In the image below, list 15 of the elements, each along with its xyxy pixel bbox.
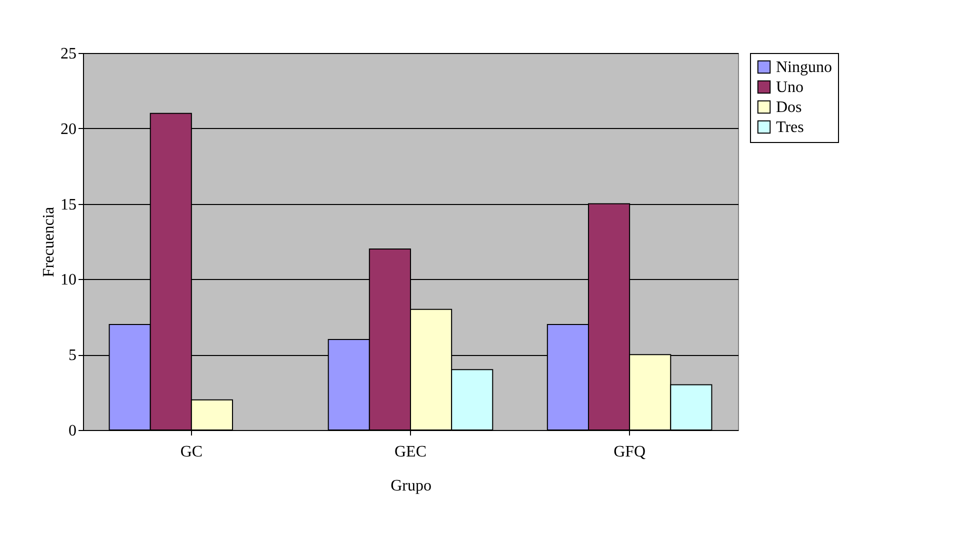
y-tick-label: 20	[60, 120, 76, 138]
legend-label: Dos	[776, 99, 802, 116]
legend-label: Uno	[776, 79, 804, 96]
legend-label: Tres	[776, 119, 804, 136]
y-axis-title: Frecuencia	[40, 206, 58, 278]
x-tick-label: GEC	[394, 444, 426, 460]
y-tick-label: 0	[68, 422, 76, 440]
y-tick-label: 10	[60, 272, 76, 289]
y-tick-label: 25	[60, 46, 76, 62]
legend-label: Ninguno	[776, 59, 832, 76]
x-tick-label: GC	[180, 444, 203, 460]
x-tick-label: GFQ	[614, 444, 646, 460]
y-tick-label: 5	[68, 347, 76, 364]
x-axis-title: Grupo	[390, 478, 432, 494]
y-tick-label: 15	[60, 196, 76, 214]
